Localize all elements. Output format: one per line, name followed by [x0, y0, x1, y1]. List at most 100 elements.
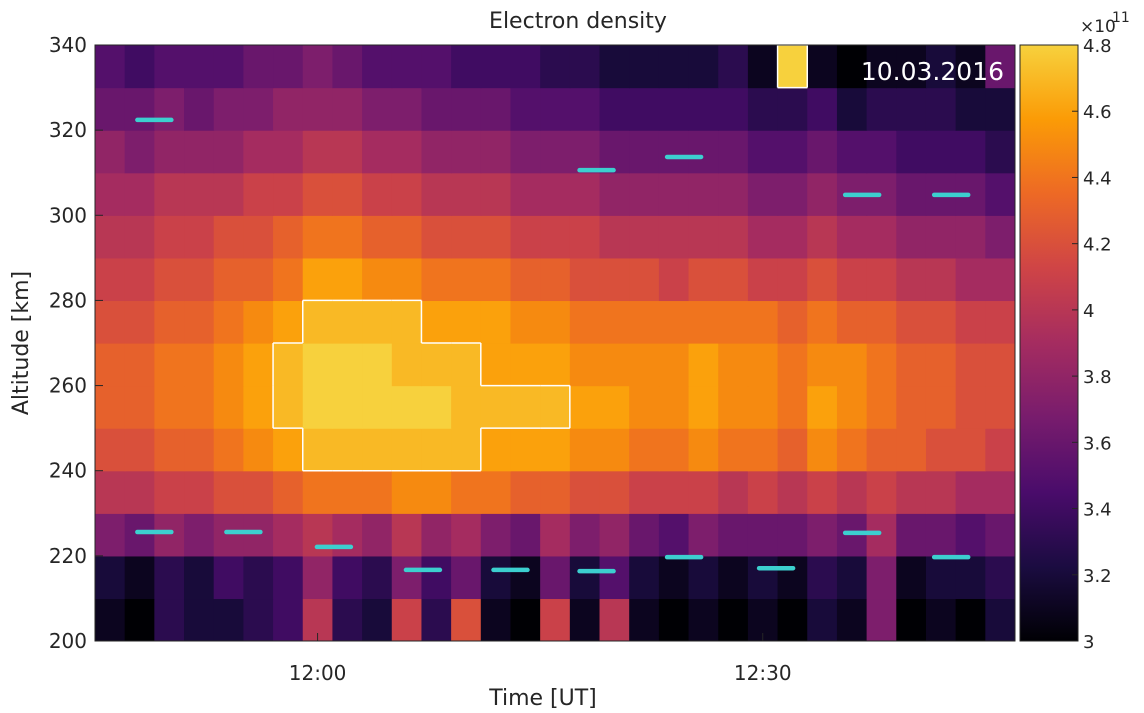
- heatmap-cell: [332, 470, 363, 514]
- heatmap-cell: [836, 343, 868, 387]
- heatmap-cell: [807, 343, 838, 387]
- heatmap-cell: [213, 470, 244, 514]
- heatmap-cell: [213, 555, 244, 600]
- heatmap-cell: [866, 343, 897, 387]
- heatmap-cell: [95, 428, 126, 472]
- heatmap-cell: [273, 470, 304, 514]
- heatmap-cell: [243, 428, 274, 472]
- heatmap-cell: [451, 130, 482, 174]
- heatmap-cell: [243, 513, 274, 557]
- heatmap-cell: [688, 555, 719, 600]
- heatmap-cell: [658, 428, 690, 472]
- heatmap-cell: [658, 343, 690, 387]
- heatmap-cell: [95, 87, 126, 131]
- heatmap-cell: [154, 343, 185, 387]
- heatmap-cell: [243, 470, 274, 514]
- heatmap-cell: [599, 343, 630, 387]
- heatmap-cell: [391, 598, 423, 641]
- heatmap-cell: [629, 385, 660, 429]
- heatmap-cell: [154, 428, 185, 472]
- heatmap-cell: [362, 513, 393, 557]
- heatmap-cell: [124, 598, 155, 641]
- heatmap-cell: [154, 87, 185, 131]
- heatmap-cell: [213, 428, 244, 472]
- heatmap-cell: [599, 598, 630, 641]
- heatmap-cell: [302, 513, 334, 557]
- heatmap-cell: [896, 87, 927, 131]
- heatmap-cell: [599, 385, 630, 429]
- y-tick-label: 260: [49, 374, 87, 398]
- heatmap-cell: [332, 555, 363, 600]
- heatmap-cell: [451, 215, 482, 259]
- heatmap-cell: [896, 428, 927, 472]
- heatmap-cell: [124, 130, 155, 174]
- heatmap-cell: [985, 172, 1015, 216]
- heatmap-cell: [391, 385, 423, 429]
- heatmap-cell: [896, 513, 927, 557]
- heatmap-cell: [985, 45, 1015, 89]
- heatmap-cell: [777, 130, 808, 174]
- heatmap-cell: [391, 172, 423, 216]
- y-tick-label: 280: [49, 288, 87, 312]
- heatmap-cell: [688, 130, 719, 174]
- heatmap-cell: [925, 130, 957, 174]
- heatmap-cell: [273, 428, 304, 472]
- heatmap-cell: [540, 215, 571, 259]
- heatmap-cell: [599, 257, 630, 302]
- heatmap-cell: [718, 87, 749, 131]
- heatmap-cell: [807, 87, 838, 131]
- heatmap-cell: [569, 343, 601, 387]
- heatmap-cell: [243, 45, 274, 89]
- heatmap-cell: [688, 343, 719, 387]
- x-tick-label: 12:00: [289, 661, 347, 685]
- heatmap-cell: [629, 300, 660, 344]
- heatmap-cell: [540, 598, 571, 641]
- heatmap-cell: [747, 513, 779, 557]
- heatmap-cell: [451, 257, 482, 302]
- heatmap-cell: [747, 172, 779, 216]
- heatmap-cell: [807, 172, 838, 216]
- heatmap-cell: [985, 343, 1015, 387]
- heatmap-cell: [569, 555, 601, 600]
- heatmap-cell: [332, 300, 363, 344]
- heatmap-cell: [362, 598, 393, 641]
- heatmap-cell: [599, 470, 630, 514]
- heatmap-cell: [184, 428, 215, 472]
- heatmap-cell: [213, 45, 244, 89]
- heatmap-cell: [777, 215, 808, 259]
- heatmap-cell: [955, 598, 986, 641]
- heatmap-cell: [688, 172, 719, 216]
- heatmap-cell: [362, 343, 393, 387]
- y-tick-label: 340: [49, 33, 87, 57]
- colorbar-exponent: 11: [1112, 10, 1130, 26]
- heatmap-cell: [688, 513, 719, 557]
- heatmap-cell: [510, 257, 541, 302]
- heatmap-cell: [184, 470, 215, 514]
- heatmap-cell: [777, 513, 808, 557]
- heatmap-cell: [777, 343, 808, 387]
- heatmap-cell: [896, 598, 927, 641]
- heatmap-cell: [213, 172, 244, 216]
- heatmap-cell: [896, 45, 927, 89]
- heatmap-cell: [896, 385, 927, 429]
- heatmap-cell: [510, 343, 541, 387]
- heatmap-cell: [243, 130, 274, 174]
- heatmap-cell: [569, 257, 601, 302]
- heatmap-cell: [985, 555, 1015, 600]
- heatmap-cell: [688, 257, 719, 302]
- heatmap-cell: [95, 300, 126, 344]
- heatmap-cell: [718, 300, 749, 344]
- heatmap-cell: [718, 555, 749, 600]
- heatmap-cell: [540, 470, 571, 514]
- heatmap-cell: [124, 513, 155, 557]
- heatmap-cell: [718, 257, 749, 302]
- heatmap-cell: [243, 172, 274, 216]
- heatmap-cell: [807, 513, 838, 557]
- colorbar-tick-label: 4.6: [1083, 102, 1112, 123]
- heatmap-cell: [332, 45, 363, 89]
- heatmap-cell: [540, 87, 571, 131]
- heatmap-cell: [688, 215, 719, 259]
- heatmap-cell: [836, 130, 868, 174]
- heatmap-cell: [540, 300, 571, 344]
- heatmap-cell: [124, 428, 155, 472]
